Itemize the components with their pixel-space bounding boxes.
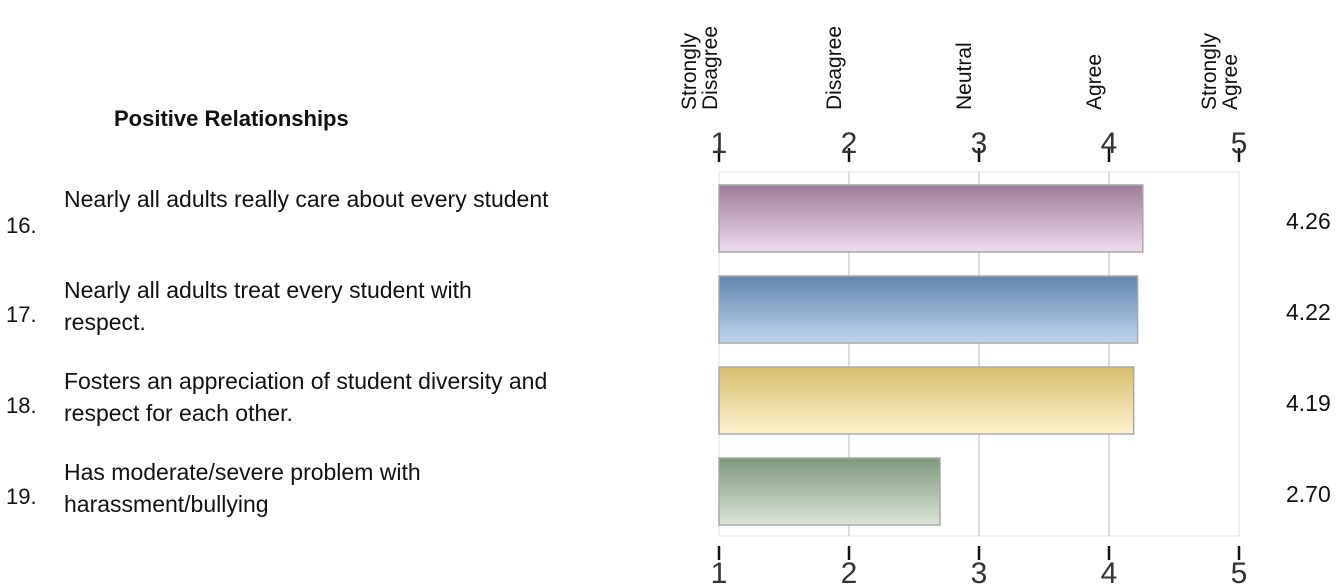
x-tick-label-top: 1 [711,127,728,160]
question-text: Nearly all adults really care about ever… [64,186,549,212]
scale-label: Agree [1083,54,1106,110]
scale-label: Agree [1219,54,1242,110]
bar-q18 [718,366,1135,435]
value-label: 4.22 [1286,299,1331,325]
x-tick-label-bottom: 4 [1101,557,1118,588]
bar-q16 [718,184,1144,253]
question-number: 19. [6,484,37,509]
scale-label: Disagree [699,26,722,110]
scale-label: Strongly [678,32,701,110]
question-text: Has moderate/severe problem with harassme… [64,459,421,517]
x-tick-label-top: 2 [841,127,858,160]
bar-q17 [718,275,1139,344]
value-label: 4.26 [1286,208,1331,234]
x-tick-label-bottom: 2 [841,557,858,588]
scale-label: Disagree [823,26,846,110]
scale-label: Neutral [953,42,976,110]
question-number: 18. [6,393,37,418]
question-number: 17. [6,302,37,327]
value-label: 4.19 [1286,390,1331,416]
question-text: Fosters an appreciation of student diver… [64,368,548,426]
scale-label: Strongly [1198,32,1221,110]
x-tick-label-top: 4 [1101,127,1118,160]
value-label: 2.70 [1286,481,1331,507]
bar-q19 [718,457,941,526]
question-number: 16. [6,213,37,238]
x-tick-label-top: 3 [971,127,988,160]
x-tick-label-bottom: 5 [1231,557,1248,588]
question-text: Nearly all adults treat every student wi… [64,277,472,335]
x-tick-label-bottom: 1 [711,557,728,588]
chart-title: Positive Relationships [114,106,349,131]
x-tick-label-top: 5 [1231,127,1248,160]
x-tick-label-bottom: 3 [971,557,988,588]
